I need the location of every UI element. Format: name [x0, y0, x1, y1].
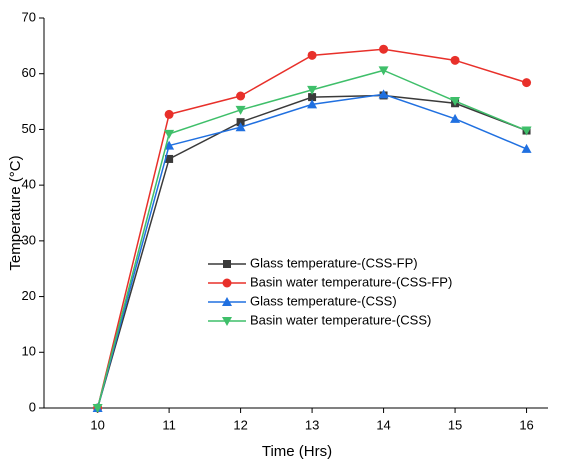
marker: [236, 118, 245, 127]
y-tick-label: 20: [22, 288, 36, 303]
x-tick-label: 15: [448, 417, 462, 432]
marker: [235, 122, 246, 132]
y-axis-title: Temperature (°C): [7, 155, 24, 270]
marker: [164, 129, 175, 139]
marker: [307, 85, 318, 95]
marker: [450, 97, 461, 107]
marker: [92, 404, 103, 413]
y-tick-label: 50: [22, 121, 36, 136]
marker: [522, 78, 532, 88]
marker: [378, 89, 389, 99]
x-tick-label: 14: [376, 417, 390, 432]
marker: [236, 91, 246, 101]
marker: [521, 126, 532, 136]
x-axis-title: Time (Hrs): [262, 443, 332, 460]
marker: [165, 154, 174, 163]
y-tick-label: 60: [22, 65, 36, 80]
x-tick-label: 12: [233, 417, 247, 432]
marker: [222, 297, 232, 306]
y-tick-label: 70: [22, 9, 36, 24]
marker: [521, 143, 532, 153]
y-tick-label: 30: [22, 232, 36, 247]
marker: [450, 55, 460, 65]
marker: [235, 105, 246, 115]
y-tick-label: 10: [22, 344, 36, 359]
legend-text: Glass temperature-(CSS-FP): [250, 255, 418, 270]
marker: [222, 317, 232, 326]
marker: [164, 140, 175, 150]
marker: [223, 260, 231, 268]
legend-text: Glass temperature-(CSS): [250, 293, 397, 308]
x-tick-label: 13: [305, 417, 319, 432]
x-tick-label: 10: [90, 417, 104, 432]
marker: [308, 93, 317, 102]
marker: [379, 44, 389, 54]
marker: [307, 50, 317, 60]
marker: [222, 278, 232, 288]
y-tick-label: 0: [29, 399, 36, 414]
y-tick-label: 40: [22, 177, 36, 192]
marker: [450, 113, 461, 123]
x-tick-label: 16: [519, 417, 533, 432]
marker: [307, 99, 318, 109]
marker: [164, 109, 174, 119]
marker: [378, 66, 389, 76]
series-line: [96, 69, 527, 409]
legend-text: Basin water temperature-(CSS): [250, 312, 431, 327]
x-tick-label: 11: [162, 417, 176, 432]
legend-text: Basin water temperature-(CSS-FP): [250, 274, 452, 289]
